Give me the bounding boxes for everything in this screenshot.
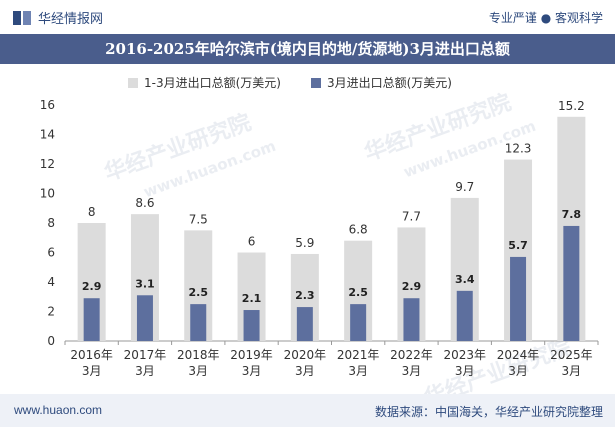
x-tick-label: 2024年 — [497, 348, 540, 362]
top-bar: 华经情报网 专业严谨 ● 客观科学 — [0, 0, 615, 34]
x-tick-label: 2019年 — [230, 348, 273, 362]
x-tick-label: 3月 — [455, 364, 475, 378]
bar-series2 — [510, 256, 527, 341]
y-tick-label: 10 — [40, 187, 55, 201]
data-label-series1: 12.3 — [505, 142, 532, 156]
y-tick-label: 8 — [47, 216, 55, 230]
data-label-series1: 7.5 — [189, 212, 208, 226]
x-tick-label: 2021年 — [337, 348, 380, 362]
legend-label-series2: 3月进出口总额(万美元) — [326, 76, 452, 90]
chart-legend: 1-3月进出口总额(万美元) 3月进出口总额(万美元) — [128, 74, 482, 91]
footer: www.huaon.com 数据来源：中国海关，华经产业研究院整理 — [0, 394, 615, 427]
footer-source: 数据来源：中国海关，华经产业研究院整理 — [374, 405, 603, 419]
x-tick-label: 2016年 — [70, 348, 113, 362]
data-label-series1: 15.2 — [558, 99, 585, 113]
data-label-series2: 3.4 — [455, 273, 475, 286]
y-tick-label: 12 — [40, 157, 55, 171]
data-label-series2: 2.5 — [189, 286, 209, 299]
data-label-series2: 2.9 — [402, 280, 422, 293]
x-tick-label: 2017年 — [124, 348, 167, 362]
y-tick-label: 14 — [40, 128, 55, 142]
bar-series2 — [296, 307, 313, 341]
data-label-series1: 8.6 — [135, 196, 154, 210]
x-tick-label: 2023年 — [443, 348, 486, 362]
data-label-series1: 8 — [88, 205, 96, 219]
x-tick-label: 3月 — [348, 364, 368, 378]
x-tick-label: 3月 — [295, 364, 315, 378]
y-tick-label: 4 — [47, 275, 55, 289]
data-label-series2: 2.1 — [242, 292, 262, 305]
x-tick-label: 2022年 — [390, 348, 433, 362]
legend-item-series2: 3月进出口总额(万美元) — [310, 74, 452, 91]
chart-title: 2016-2025年哈尔滨市(境内目的地/货源地)3月进出口总额 — [0, 34, 615, 64]
data-label-series1: 6.8 — [349, 223, 368, 237]
data-label-series1: 6 — [248, 235, 256, 249]
bar-series2 — [136, 295, 153, 341]
data-label-series2: 5.7 — [508, 239, 528, 252]
legend-label-series1: 1-3月进出口总额(万美元) — [144, 76, 281, 90]
x-tick-label: 3月 — [508, 364, 528, 378]
y-tick-label: 2 — [47, 305, 55, 319]
bar-series2 — [243, 310, 260, 341]
y-tick-label: 0 — [47, 334, 55, 348]
x-tick-label: 3月 — [242, 364, 262, 378]
x-tick-label: 2020年 — [284, 348, 327, 362]
x-tick-label: 2018年 — [177, 348, 220, 362]
data-label-series1: 5.9 — [295, 236, 314, 250]
data-label-series2: 3.1 — [135, 277, 155, 290]
data-label-series1: 9.7 — [455, 180, 474, 194]
bar-series2 — [83, 298, 100, 341]
data-label-series1: 7.7 — [402, 209, 421, 223]
bar-series2 — [563, 225, 580, 341]
legend-item-series1: 1-3月进出口总额(万美元) — [128, 74, 281, 91]
data-label-series2: 2.5 — [348, 286, 368, 299]
x-tick-label: 2025年 — [550, 348, 593, 362]
x-tick-label: 3月 — [82, 364, 102, 378]
brand-logo-icon — [13, 10, 31, 25]
y-tick-label: 6 — [47, 246, 55, 260]
data-label-series2: 7.8 — [562, 208, 582, 221]
bar-series2 — [456, 290, 473, 341]
bar-chart: 0 2 4 6 8 10 12 14 16 8 2.9 2016年 3月 8.6 3.1 2017年 3月 7.5… — [40, 98, 599, 378]
x-tick-label: 3月 — [402, 364, 422, 378]
y-tick-label: 16 — [40, 98, 55, 112]
bar-series2 — [350, 304, 367, 341]
brand[interactable]: 华经情报网 — [12, 8, 103, 27]
legend-swatch-series2 — [310, 77, 321, 88]
x-tick-label: 3月 — [562, 364, 582, 378]
tagline: 专业严谨 ● 客观科学 — [488, 11, 603, 25]
footer-website[interactable]: www.huaon.com — [14, 403, 103, 417]
x-tick-label: 3月 — [135, 364, 155, 378]
brand-name: 华经情报网 — [38, 12, 104, 27]
data-label-series2: 2.9 — [82, 280, 102, 293]
bar-series2 — [403, 298, 420, 341]
legend-swatch-series1 — [128, 77, 138, 88]
x-tick-label: 3月 — [188, 364, 208, 378]
bar-series2 — [190, 304, 207, 341]
data-label-series2: 2.3 — [295, 289, 315, 302]
